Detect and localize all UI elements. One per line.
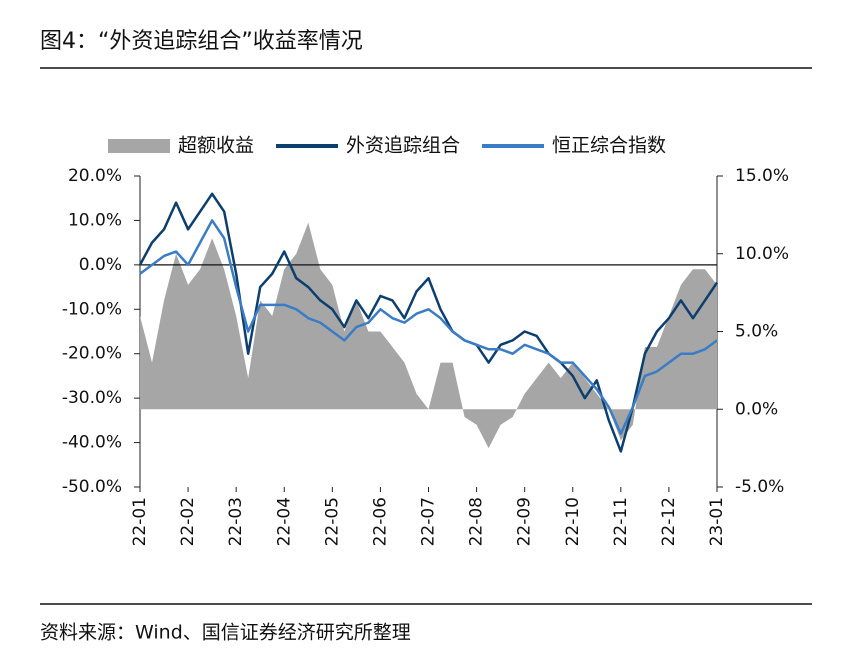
- y-tick-label: -50.0%: [62, 477, 122, 497]
- x-tick-label: 22-09: [515, 497, 535, 546]
- x-tick-label: 22-01: [130, 497, 150, 546]
- series-line: [139, 219, 718, 435]
- x-tick-label: 22-06: [370, 497, 390, 546]
- y2-tick-label: 15.0%: [735, 166, 789, 186]
- source: 资料来源：Wind、国信证券经济研究所整理: [40, 622, 411, 644]
- legend-label: 超额收益: [178, 135, 254, 157]
- y2-tick-label: 10.0%: [735, 244, 789, 264]
- y2-tick-label: -5.0%: [735, 477, 784, 497]
- x-tick-label: 22-12: [659, 497, 679, 546]
- y-tick-label: 0.0%: [79, 255, 122, 275]
- x-tick-label: 22-04: [274, 497, 294, 546]
- y-tick-label: -20.0%: [62, 344, 122, 364]
- legend-label: 恒正综合指数: [552, 135, 666, 157]
- legend-swatch: [108, 139, 170, 153]
- y-tick-label: -30.0%: [62, 388, 122, 408]
- x-tick-label: 22-10: [563, 497, 583, 546]
- y-tick-label: 10.0%: [68, 210, 122, 230]
- x-tick-label: 22-05: [322, 497, 342, 546]
- excess-area: [140, 222, 717, 449]
- y-tick-label: -40.0%: [62, 433, 122, 453]
- y2-tick-label: 5.0%: [735, 322, 778, 342]
- x-tick-label: 22-03: [226, 497, 246, 546]
- x-tick-label: 23-01: [707, 497, 727, 546]
- chart-title: 图4：“外资追踪组合”收益率情况: [40, 29, 363, 54]
- y2-tick-label: 0.0%: [735, 399, 778, 419]
- series-line: [138, 192, 719, 453]
- x-tick-label: 22-11: [611, 497, 631, 546]
- y-tick-label: 20.0%: [68, 166, 122, 186]
- x-tick-label: 22-08: [467, 497, 487, 546]
- y-tick-label: -10.0%: [62, 299, 122, 319]
- x-tick-label: 22-02: [178, 497, 198, 546]
- x-tick-label: 22-07: [419, 497, 439, 546]
- legend-label: 外资追踪组合: [346, 135, 460, 157]
